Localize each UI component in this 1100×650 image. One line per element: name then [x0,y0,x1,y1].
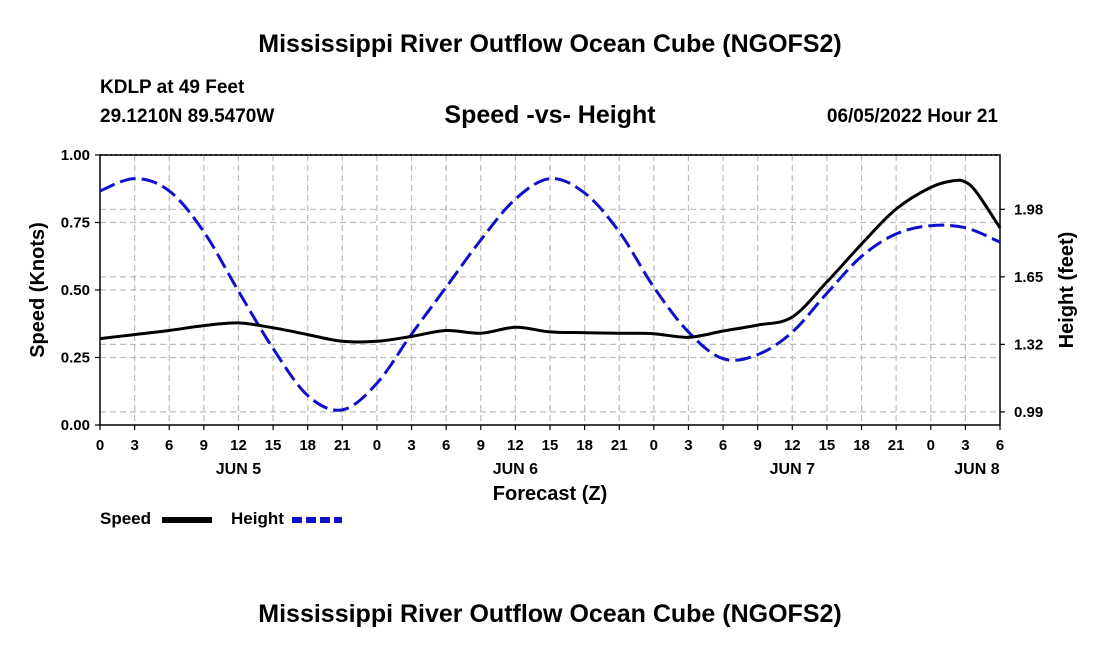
x-day-label: JUN 8 [954,461,999,478]
x-tick-label: 9 [754,437,762,454]
y-tick-label-left: 0.00 [61,417,90,434]
x-tick-label: 9 [200,437,208,454]
y-tick-label-right: 1.98 [1014,201,1043,218]
station-name: KDLP at 49 Feet [100,77,245,98]
x-tick-label: 3 [684,437,692,454]
x-tick-label: 0 [927,437,935,454]
x-tick-label: 3 [961,437,969,454]
height-series-line [99,177,1001,412]
forecast-run-time: 06/05/2022 Hour 21 [826,106,998,127]
x-tick-label: 9 [477,437,485,454]
x-day-label: JUN 6 [493,461,538,478]
series [99,177,1002,412]
x-tick-label: 6 [996,437,1004,454]
y-tick-label-left: 0.25 [61,350,90,367]
chart-title: Mississippi River Outflow Ocean Cube (NG… [258,30,842,58]
x-day-label: JUN 5 [216,461,261,478]
x-tick-label: 21 [888,437,905,454]
x-tick-label: 18 [853,437,870,454]
x-tick-label: 12 [507,437,524,454]
legend-speed-label: Speed [100,509,152,528]
axes: 0 3 6 9 12 15 18 21 0 3 6 9 12 15 18 21 0 3 6 9 12 15 18 21 0 3 6 J… [61,147,1043,478]
y-tick-label-left: 0.75 [61,215,90,232]
legend-height-label: Height [231,509,284,528]
x-tick-label: 15 [819,437,836,454]
grid [100,155,1000,425]
speed-series-line [99,178,1002,344]
x-tick-label: 6 [719,437,727,454]
x-tick-label: 3 [130,437,138,454]
x-tick-label: 18 [576,437,593,454]
x-tick-label: 6 [165,437,173,454]
x-tick-label: 15 [265,437,282,454]
x-tick-label: 0 [373,437,381,454]
x-tick-label: 0 [650,437,658,454]
chart-subtitle: Speed -vs- Height [444,101,656,129]
x-tick-label: 15 [542,437,559,454]
x-tick-label: 12 [784,437,801,454]
y-axis-label-right: Height (feet) [1056,232,1078,349]
y-tick-label-left: 0.50 [61,282,90,299]
x-axis-label: Forecast (Z) [493,483,607,505]
footer-title: Mississippi River Outflow Ocean Cube (NG… [258,600,842,628]
y-tick-label-left: 1.00 [61,147,90,164]
x-tick-label: 3 [407,437,415,454]
x-tick-label: 18 [299,437,316,454]
y-tick-label-right: 1.32 [1014,336,1043,353]
y-tick-label-right: 0.99 [1014,404,1043,421]
x-tick-label: 6 [442,437,450,454]
x-tick-label: 21 [611,437,628,454]
y-axis-label-left: Speed (Knots) [27,222,49,358]
x-tick-label: 12 [230,437,247,454]
x-tick-label: 21 [334,437,351,454]
y-tick-label-right: 1.65 [1014,269,1043,286]
station-coordinates: 29.1210N 89.5470W [100,106,275,127]
x-tick-label: 0 [96,437,104,454]
x-day-label: JUN 7 [770,461,815,478]
